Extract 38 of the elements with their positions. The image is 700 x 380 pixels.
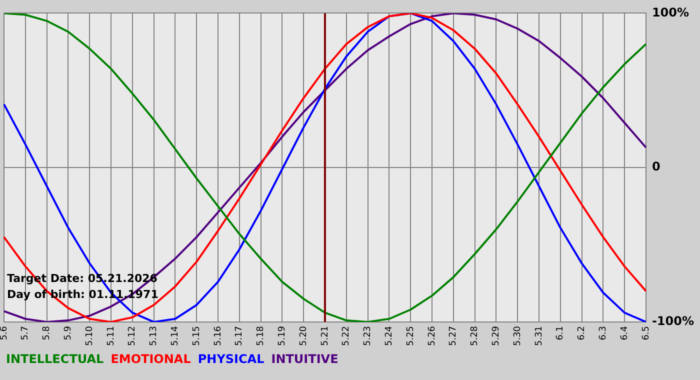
x-tick-label: 5.15 xyxy=(192,326,202,346)
x-tick-label: 5.26 xyxy=(427,326,438,346)
x-tick-label: 5.12 xyxy=(128,326,138,346)
x-tick-label: 5.28 xyxy=(470,326,480,346)
x-tick-label: 5.9 xyxy=(64,326,74,340)
y-tick-label: 100% xyxy=(652,5,690,20)
x-tick-label: 6.3 xyxy=(598,326,608,340)
x-tick-label: 5.17 xyxy=(234,326,245,346)
x-tick-label: 5.30 xyxy=(512,326,523,346)
x-tick-label: 5.31 xyxy=(534,326,544,346)
x-tick-label: 5.23 xyxy=(363,326,374,346)
x-tick-label: 5.25 xyxy=(406,326,416,346)
x-tick-label: 5.8 xyxy=(42,326,52,340)
x-tick-label: 5.7 xyxy=(20,326,31,340)
x-tick-label: 5.19 xyxy=(278,326,288,346)
x-tick-label: 5.11 xyxy=(106,326,116,346)
text: INTELLECTUAL xyxy=(6,352,104,366)
x-tick-label: 5.14 xyxy=(170,326,181,346)
text: PHYSICAL xyxy=(198,352,264,366)
text: EMOTIONAL xyxy=(110,352,191,366)
x-tick-label: 5.10 xyxy=(84,326,95,346)
x-tick-label: 5.22 xyxy=(342,326,352,346)
x-tick-label: 6.2 xyxy=(577,326,588,340)
x-tick-label: 6.5 xyxy=(641,326,652,340)
x-tick-label: 5.21 xyxy=(320,326,330,346)
x-tick-label: 5.27 xyxy=(448,326,459,346)
x-tick-label: 6.4 xyxy=(620,326,630,340)
x-tick-label: 5.24 xyxy=(384,326,395,346)
x-tick-label: 6.1 xyxy=(556,326,566,340)
x-tick-label: 5.20 xyxy=(298,326,309,346)
x-tick-label: 5.16 xyxy=(213,326,224,346)
y-tick-label: -100% xyxy=(652,314,694,328)
text: INTUITIVE xyxy=(271,352,338,366)
x-tick-label: 5.29 xyxy=(492,326,502,346)
y-tick-label: 0 xyxy=(652,160,660,174)
x-tick-label: 5.18 xyxy=(256,326,266,346)
x-tick-label: 5.13 xyxy=(149,326,160,346)
x-tick-label: 5.6 xyxy=(0,326,10,340)
